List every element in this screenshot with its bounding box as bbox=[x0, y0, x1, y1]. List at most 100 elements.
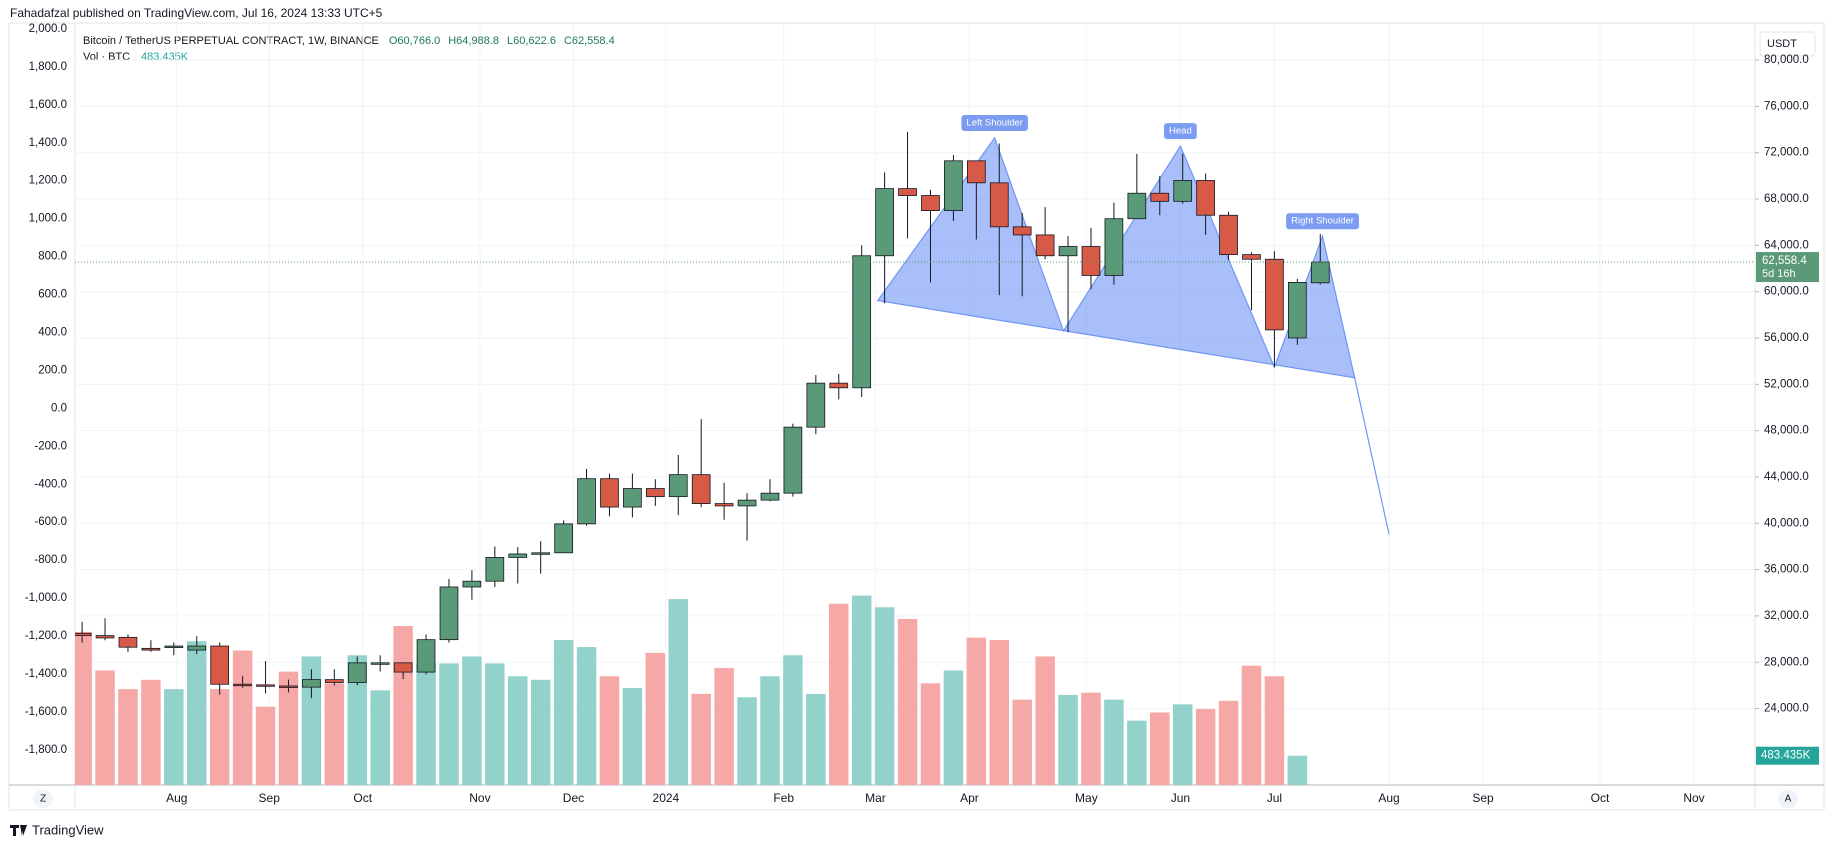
candle-body bbox=[439, 586, 459, 641]
candle-body bbox=[256, 684, 275, 687]
y2-tick-label: 1,200.0 bbox=[29, 175, 67, 187]
pattern-label: Head bbox=[1169, 126, 1192, 137]
y2-tick-label: -1,200.0 bbox=[25, 630, 67, 642]
candle-body bbox=[370, 662, 390, 665]
candle-body bbox=[921, 195, 940, 212]
candle-body bbox=[508, 553, 528, 558]
candle-body bbox=[462, 580, 482, 588]
y-tick-label: 64,000.0 bbox=[1764, 239, 1809, 251]
candle-body bbox=[141, 647, 161, 651]
y2-tick-label: 1,000.0 bbox=[29, 213, 67, 225]
volume-bar bbox=[1081, 692, 1101, 785]
x-tick-label: Jun bbox=[1171, 791, 1190, 805]
candle-body bbox=[898, 188, 917, 196]
ohlc-legend: L60,622.6 bbox=[507, 35, 556, 47]
x-tick-label: Sep bbox=[1472, 791, 1494, 805]
volume-bar bbox=[164, 689, 184, 785]
volume-bar bbox=[439, 663, 459, 785]
candle-body bbox=[210, 645, 230, 685]
y-tick-label: 56,000.0 bbox=[1764, 332, 1809, 344]
grid bbox=[75, 23, 1755, 785]
volume-bar bbox=[645, 652, 666, 785]
x-tick-label: Oct bbox=[353, 791, 372, 805]
candle-body bbox=[95, 635, 115, 639]
y-tick-label: 28,000.0 bbox=[1764, 656, 1809, 668]
y-tick-label: 32,000.0 bbox=[1764, 610, 1809, 622]
y2-tick-label: -400.0 bbox=[34, 478, 67, 490]
z-button[interactable]: Z bbox=[40, 794, 46, 805]
candle-body bbox=[187, 645, 207, 651]
volume-bar bbox=[255, 706, 276, 785]
plot bbox=[75, 131, 1390, 785]
candle-body bbox=[1081, 246, 1101, 276]
last-price-label: 62,558.4 bbox=[1762, 255, 1807, 267]
y2-tick-label: -600.0 bbox=[34, 516, 67, 528]
y-tick-label: 44,000.0 bbox=[1764, 471, 1809, 483]
y2-tick-label: -1,000.0 bbox=[25, 592, 67, 604]
x-tick-label: Mar bbox=[865, 791, 886, 805]
candle-body bbox=[645, 488, 665, 498]
volume-bar bbox=[1104, 699, 1124, 785]
candle-body bbox=[944, 160, 963, 212]
y2-tick-label: 0.0 bbox=[51, 402, 67, 414]
volume-bar bbox=[209, 689, 230, 785]
candle-body bbox=[989, 182, 1009, 228]
y2-tick-label: 800.0 bbox=[38, 251, 67, 263]
x-tick-label: Sep bbox=[259, 791, 281, 805]
candle-body bbox=[1219, 214, 1238, 256]
currency[interactable]: USDT bbox=[1767, 38, 1797, 50]
candle-body bbox=[1173, 180, 1193, 202]
volume-bar bbox=[95, 670, 115, 785]
a-button[interactable]: A bbox=[1785, 794, 1792, 805]
candle-body bbox=[1265, 258, 1284, 331]
candle-body bbox=[737, 499, 757, 507]
legend-title: Bitcoin / TetherUS PERPETUAL CONTRACT, 1… bbox=[83, 35, 379, 47]
last-price-box bbox=[1756, 252, 1819, 283]
pattern-label-bg bbox=[961, 114, 1028, 131]
volume-bar bbox=[530, 679, 551, 785]
volume-bar bbox=[1241, 665, 1262, 785]
y2-tick-label: 600.0 bbox=[38, 289, 67, 301]
volume-bar bbox=[187, 641, 207, 785]
candle-body bbox=[806, 382, 826, 428]
candle-body bbox=[623, 488, 642, 508]
x-tick-label: Nov bbox=[469, 791, 490, 805]
y-tick-label: 36,000.0 bbox=[1764, 564, 1809, 576]
candle-body bbox=[233, 683, 252, 687]
ohlc-legend: O60,766.0 bbox=[389, 35, 440, 47]
candle-body bbox=[324, 679, 344, 683]
volume-bar bbox=[393, 626, 413, 785]
volume-bar bbox=[829, 603, 849, 785]
y-tick-label: 48,000.0 bbox=[1764, 425, 1809, 437]
candle-body bbox=[1035, 234, 1055, 257]
y2-tick-label: -1,600.0 bbox=[25, 706, 67, 718]
currency-box[interactable] bbox=[1759, 31, 1816, 57]
chart-frame bbox=[8, 22, 1825, 811]
candle-body bbox=[118, 636, 138, 648]
volume-bar bbox=[783, 655, 803, 785]
volume-bar bbox=[1264, 676, 1285, 785]
volume-bar bbox=[508, 676, 528, 785]
candle-body bbox=[347, 662, 367, 683]
volume-bar bbox=[1218, 700, 1239, 785]
volume-bar bbox=[301, 656, 322, 785]
volume-bar bbox=[278, 671, 299, 785]
x-tick-label: May bbox=[1075, 791, 1098, 805]
volume-bar bbox=[370, 690, 390, 785]
y2-tick-label: -800.0 bbox=[34, 554, 67, 566]
y-tick-label: 80,000.0 bbox=[1764, 54, 1809, 66]
y-tick-label: 60,000.0 bbox=[1764, 286, 1809, 298]
x-tick-label: Aug bbox=[166, 791, 187, 805]
pattern-label: Left Shoulder bbox=[966, 117, 1023, 128]
candle-body bbox=[416, 639, 436, 673]
button-bg[interactable] bbox=[1778, 790, 1798, 808]
volume-bar bbox=[553, 640, 574, 785]
pattern-label-bg bbox=[1164, 123, 1197, 140]
button-bg[interactable] bbox=[33, 790, 53, 808]
candle-body bbox=[691, 474, 711, 504]
ohlc-legend: C62,558.4 bbox=[564, 35, 615, 47]
candle-body bbox=[1150, 192, 1170, 202]
y2-tick-label: -1,400.0 bbox=[25, 668, 67, 680]
y2-tick-label: -200.0 bbox=[34, 440, 67, 452]
